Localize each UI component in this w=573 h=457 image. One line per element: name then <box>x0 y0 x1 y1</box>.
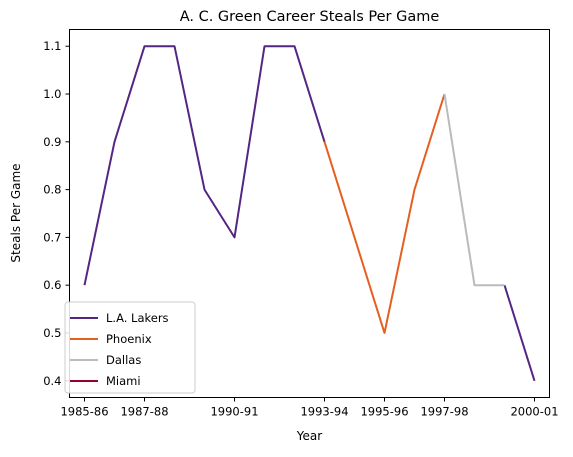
series-line-dallas-0 <box>443 93 505 287</box>
y-tick-label: 1.1 <box>43 39 61 53</box>
legend-box <box>64 301 196 394</box>
legend-label-phoenix: Phoenix <box>106 332 152 346</box>
y-tick-label: 1.0 <box>43 87 61 101</box>
x-axis: 1985-86 1987-88 1990-91 1993-94 1995-96 1997-… <box>60 397 559 419</box>
x-tick-label: 1995-96 <box>360 405 408 419</box>
y-axis: 0.4 0.5 0.6 0.7 0.8 0.9 1.0 1.1 <box>43 39 70 388</box>
plot-frame <box>69 29 550 398</box>
chart-title: A. C. Green Career Steals Per Game <box>180 9 440 25</box>
x-tick-label: 1993-94 <box>300 405 348 419</box>
series-line-phoenix-0 <box>323 93 446 334</box>
y-tick-label: 0.4 <box>43 374 61 388</box>
series-line-l-a-lakers-0 <box>83 45 326 286</box>
legend: L.A. Lakers Phoenix Dallas Miami <box>64 301 196 394</box>
legend-label-l-a-lakers: L.A. Lakers <box>106 311 169 325</box>
x-tick-label: 2000-01 <box>510 405 558 419</box>
legend-label-miami: Miami <box>106 374 141 388</box>
x-tick-label: 1987-88 <box>120 405 168 419</box>
y-tick-label: 0.7 <box>43 230 61 244</box>
x-tick-label: 1985-86 <box>60 405 108 419</box>
x-tick-label: 1997-98 <box>420 405 468 419</box>
y-axis-label: Steals Per Game <box>9 163 23 262</box>
x-tick-label: 1990-91 <box>210 405 258 419</box>
x-axis-label: Year <box>296 429 322 443</box>
y-tick-label: 0.9 <box>43 135 61 149</box>
y-tick-label: 0.8 <box>43 183 61 197</box>
series-line-l-a-lakers-1 <box>503 284 536 382</box>
legend-label-dallas: Dallas <box>106 353 141 367</box>
y-tick-label: 0.6 <box>43 278 61 292</box>
y-tick-label: 0.5 <box>43 326 61 340</box>
